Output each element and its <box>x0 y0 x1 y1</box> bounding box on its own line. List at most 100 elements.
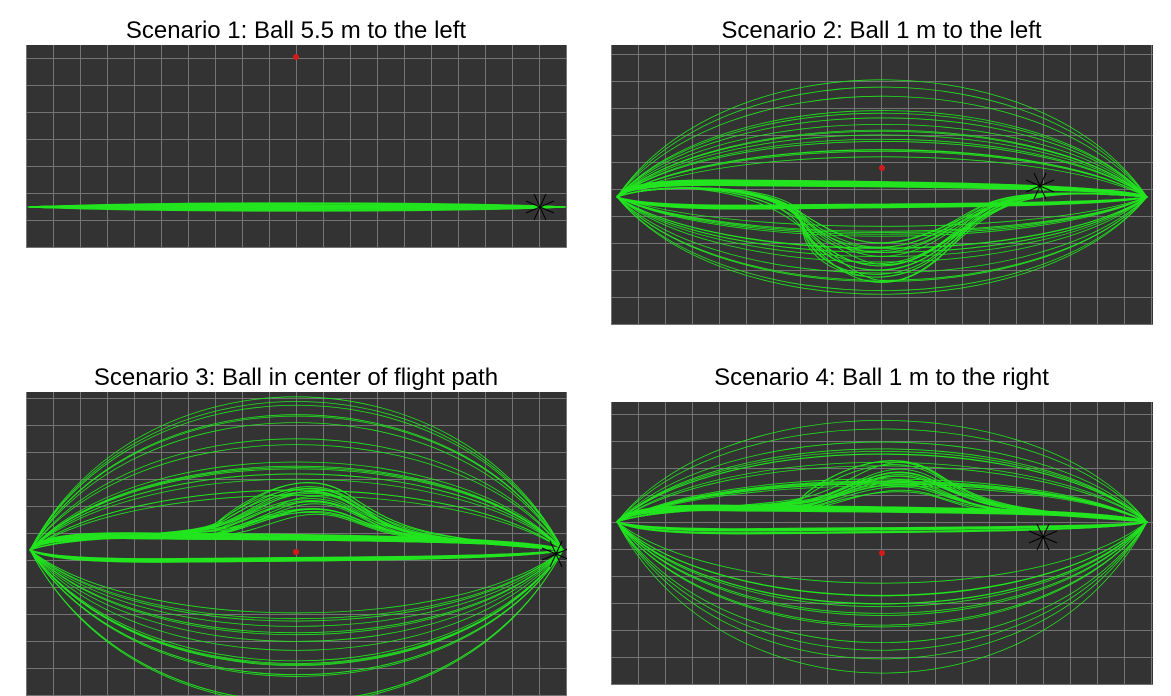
trajectory-line <box>616 485 1148 523</box>
trajectory-line <box>616 521 1148 651</box>
drone-arm <box>1033 172 1047 200</box>
trajectory-line <box>29 549 564 614</box>
trajectory-line <box>616 110 1148 198</box>
trajectory-line <box>29 549 564 563</box>
trajectory-line <box>616 465 1148 523</box>
trajectory-line <box>616 521 1148 531</box>
trajectory-line <box>616 134 1148 198</box>
trajectory-line <box>616 521 1148 626</box>
trajectory-line <box>616 453 1148 523</box>
panel-4-title: Scenario 4: Ball 1 m to the right <box>714 364 1049 391</box>
trajectory-line <box>29 549 564 664</box>
drone-icon <box>1028 523 1058 551</box>
trajectory-line <box>29 396 564 551</box>
trajectory-line <box>29 489 564 551</box>
trajectory-line <box>616 521 1148 643</box>
trajectory-line <box>616 468 1148 523</box>
trajectory-line <box>616 441 1148 523</box>
trajectory-line <box>27 204 567 210</box>
trajectory-line <box>29 467 564 551</box>
trajectory-line <box>616 521 1148 608</box>
trajectory-line <box>616 451 1148 523</box>
trajectory-line <box>616 124 1148 198</box>
trajectory-line <box>29 401 564 551</box>
trajectory-group <box>616 79 1148 295</box>
trajectory-line <box>616 448 1148 523</box>
trajectory-line <box>616 149 1148 198</box>
trajectory-line <box>616 86 1148 198</box>
trajectory-line <box>616 196 1148 249</box>
trajectory-line <box>616 196 1148 227</box>
trajectory-line <box>29 473 564 551</box>
trajectory-line <box>616 138 1148 198</box>
ball-icon <box>293 54 299 60</box>
trajectory-line <box>616 419 1148 523</box>
trajectory-line <box>616 149 1148 198</box>
trajectory-line <box>616 179 1148 198</box>
trajectory-line <box>616 521 1148 674</box>
trajectory-line <box>616 196 1148 233</box>
trajectory-line <box>616 187 1148 249</box>
trajectory-line <box>29 478 564 551</box>
trajectory-line <box>29 488 564 551</box>
trajectory-line <box>29 549 564 662</box>
trajectory-group <box>27 202 567 212</box>
drone-icon <box>1025 172 1055 200</box>
trajectory-line <box>616 196 1148 249</box>
trajectory-line <box>616 196 1148 209</box>
trajectory-line <box>616 521 1148 605</box>
trajectory-line <box>616 196 1148 253</box>
panel-2-trajectory-plot <box>611 45 1153 325</box>
trajectory-line <box>616 521 1148 584</box>
trajectory-line <box>616 196 1148 292</box>
trajectory-line <box>616 196 1148 257</box>
trajectory-group <box>29 396 564 696</box>
trajectory-line <box>616 428 1148 523</box>
trajectory-line <box>616 521 1148 616</box>
trajectory-line <box>616 521 1148 614</box>
trajectory-line <box>616 521 1148 596</box>
trajectory-line <box>29 549 564 619</box>
trajectory-line <box>616 181 1148 198</box>
drone-arm <box>1036 523 1050 551</box>
ball-icon <box>879 165 885 171</box>
trajectory-line <box>616 112 1148 198</box>
trajectory-line <box>616 196 1148 232</box>
trajectory-line <box>616 150 1148 198</box>
drone-arm <box>533 193 547 221</box>
trajectory-line <box>29 549 564 675</box>
trajectory-line <box>29 468 564 551</box>
trajectory-line <box>616 491 1148 523</box>
drone-arm <box>549 540 563 568</box>
trajectory-line <box>616 521 1148 535</box>
trajectory-line <box>616 196 1148 281</box>
trajectory-line <box>616 130 1148 198</box>
trajectory-line <box>616 478 1148 523</box>
trajectory-line <box>29 549 564 651</box>
grid-lines <box>611 402 1153 685</box>
trajectory-line <box>616 196 1148 274</box>
trajectory-line <box>29 549 564 561</box>
trajectory-line <box>29 415 564 551</box>
trajectory-line <box>29 494 564 551</box>
ball-icon <box>879 550 885 556</box>
trajectory-line <box>616 117 1148 198</box>
trajectory-line <box>616 196 1148 237</box>
trajectory-line <box>616 95 1148 198</box>
trajectory-line <box>29 500 564 551</box>
trajectory-line <box>29 549 564 627</box>
panel-1-trajectory-plot <box>26 45 567 248</box>
panel-3-trajectory-plot <box>26 392 567 696</box>
trajectory-line <box>616 453 1148 523</box>
trajectory-line <box>29 422 564 551</box>
trajectory-line <box>616 79 1148 198</box>
panel-1-title: Scenario 1: Ball 5.5 m to the left <box>125 17 467 44</box>
trajectory-line <box>616 187 1148 282</box>
trajectory-line <box>29 549 564 696</box>
grid-lines <box>26 45 567 248</box>
trajectory-line <box>29 549 564 642</box>
ball-icon <box>293 549 299 555</box>
trajectory-line <box>29 461 564 551</box>
trajectory-line <box>616 462 1148 523</box>
trajectory-line <box>616 521 1148 597</box>
